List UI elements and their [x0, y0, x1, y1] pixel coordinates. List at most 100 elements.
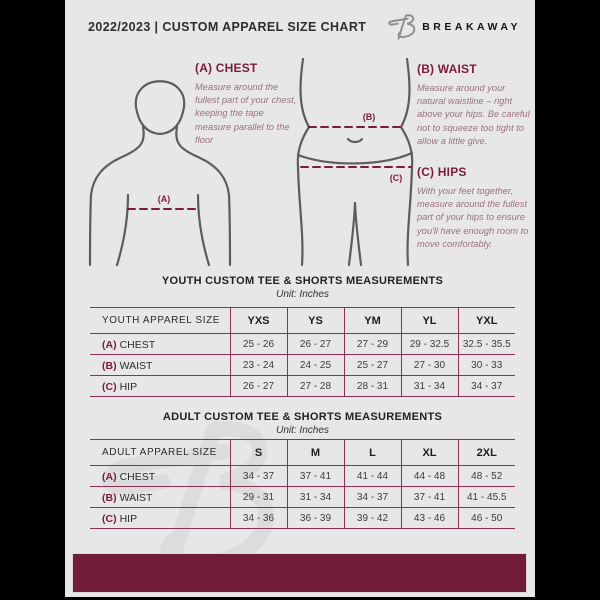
youth-table-unit: Unit: Inches: [276, 289, 329, 300]
youth-header-row: YOUTH APPAREL SIZE YXS YS YM YL YXL: [90, 307, 515, 334]
waist-description: Measure around your natural waistline – …: [417, 83, 530, 146]
chest-instructions: (A) CHEST Measure around the fullest par…: [195, 61, 298, 147]
right-chest-line: [196, 193, 211, 267]
head-outline: [134, 80, 186, 136]
brand-lockup: BREAKAWAY: [386, 13, 521, 41]
inner-left-leg-line: [347, 201, 357, 267]
hips-marker-label: (C): [390, 173, 403, 183]
row-label: (B) WAIST: [90, 486, 230, 508]
row-label: (C) HIP: [90, 507, 230, 529]
left-chest-line: [115, 193, 130, 267]
hips-description: With your feet together, measure around …: [417, 186, 529, 249]
footer-accent-bar: [72, 553, 527, 593]
cell: 34 - 37: [343, 486, 401, 508]
cell: 26 - 27: [286, 333, 344, 355]
hips-instructions: (C) HIPS With your feet together, measur…: [417, 165, 530, 251]
navel-mark: [346, 137, 364, 144]
cell: 24 - 25: [286, 354, 344, 376]
adult-header-row: ADULT APPAREL SIZE S M L XL 2XL: [90, 439, 515, 466]
cell: 30 - 33: [457, 354, 515, 376]
cell: 41 - 45.5: [457, 486, 515, 508]
chest-description: Measure around the fullest part of your …: [195, 82, 297, 145]
page-title: 2022/2023 | CUSTOM APPAREL SIZE CHART: [88, 20, 367, 34]
column-header-yxl: YXL: [457, 307, 515, 334]
cell: 25 - 27: [343, 354, 401, 376]
right-shoulder-arm-outline: [175, 125, 232, 267]
cell: 27 - 28: [286, 375, 344, 397]
cell: 23 - 24: [229, 354, 287, 376]
column-header-ym: YM: [343, 307, 401, 334]
waist-heading: (B) WAIST: [417, 62, 477, 76]
cell: 25 - 26: [229, 333, 287, 355]
cell: 27 - 30: [400, 354, 458, 376]
torso-diagram: (A): [88, 80, 232, 267]
breakaway-b-logo-icon: [388, 14, 416, 40]
hips-heading: (C) HIPS: [417, 165, 467, 179]
row-name: CHEST: [119, 339, 156, 351]
inner-right-leg-line: [353, 201, 363, 267]
cell: 48 - 52: [457, 465, 515, 487]
column-header-size: ADULT APPAREL SIZE: [90, 439, 230, 466]
lower-body-diagram: (B) (C): [296, 57, 414, 267]
left-hip-leg-outline: [296, 57, 311, 267]
cell: 37 - 41: [400, 486, 458, 508]
row-label: (B) WAIST: [90, 354, 230, 376]
adult-waist-row: (B) WAIST 29 - 31 31 - 34 34 - 37 37 - 41…: [90, 486, 515, 508]
cell: 43 - 46: [400, 507, 458, 529]
cell: 34 - 37: [229, 465, 287, 487]
row-key: (C): [102, 513, 117, 525]
waist-marker-label: (B): [363, 112, 376, 122]
row-label: (A) CHEST: [90, 333, 230, 355]
right-hip-leg-outline: [399, 57, 414, 267]
chest-marker-label: (A): [158, 194, 171, 204]
hip-crease-line: [296, 151, 414, 165]
row-name: HIP: [119, 513, 138, 525]
cell: 31 - 34: [286, 486, 344, 508]
row-name: WAIST: [119, 492, 153, 504]
row-name: WAIST: [119, 360, 153, 372]
row-label: (C) HIP: [90, 375, 230, 397]
row-key: (C): [102, 381, 117, 393]
adult-hip-row: (C) HIP 34 - 36 36 - 39 39 - 42 43 - 46 4…: [90, 507, 515, 529]
column-header-yxs: YXS: [229, 307, 287, 334]
cell: 26 - 27: [229, 375, 287, 397]
document-header: 2022/2023 | CUSTOM APPAREL SIZE CHART BR…: [65, 0, 535, 54]
row-name: HIP: [119, 381, 138, 393]
youth-waist-row: (B) WAIST 23 - 24 24 - 25 25 - 27 27 - 30…: [90, 354, 515, 376]
cell: 39 - 42: [343, 507, 401, 529]
youth-chest-row: (A) CHEST 25 - 26 26 - 27 27 - 29 29 - 32…: [90, 333, 515, 355]
row-name: CHEST: [119, 471, 156, 483]
row-key: (B): [102, 360, 117, 372]
adult-table-unit: Unit: Inches: [276, 425, 329, 436]
cell: 46 - 50: [457, 507, 515, 529]
column-header-s: S: [229, 439, 287, 466]
cell: 28 - 31: [343, 375, 401, 397]
row-key: (B): [102, 492, 117, 504]
brand-name: BREAKAWAY: [422, 21, 521, 33]
cell: 37 - 41: [286, 465, 344, 487]
column-header-m: M: [286, 439, 344, 466]
row-key: (A): [102, 339, 117, 351]
waist-instructions: (B) WAIST Measure around your natural wa…: [417, 62, 530, 148]
column-header-yl: YL: [400, 307, 458, 334]
youth-hip-row: (C) HIP 26 - 27 27 - 28 28 - 31 31 - 34 3…: [90, 375, 515, 397]
cell: 36 - 39: [286, 507, 344, 529]
row-key: (A): [102, 471, 117, 483]
cell: 34 - 37: [457, 375, 515, 397]
column-header-xl: XL: [400, 439, 458, 466]
cell: 29 - 32.5: [400, 333, 458, 355]
column-header-l: L: [343, 439, 401, 466]
youth-size-table: YOUTH APPAREL SIZE YXS YS YM YL YXL (A) C…: [90, 307, 515, 397]
cell: 32.5 - 35.5: [457, 333, 515, 355]
row-label: (A) CHEST: [90, 465, 230, 487]
adult-chest-row: (A) CHEST 34 - 37 37 - 41 41 - 44 44 - 48…: [90, 465, 515, 487]
cell: 29 - 31: [229, 486, 287, 508]
column-header-size: YOUTH APPAREL SIZE: [90, 307, 230, 334]
cell: 44 - 48: [400, 465, 458, 487]
cell: 27 - 29: [343, 333, 401, 355]
column-header-2xl: 2XL: [457, 439, 515, 466]
cell: 41 - 44: [343, 465, 401, 487]
adult-size-table: ADULT APPAREL SIZE S M L XL 2XL (A) CHEST…: [90, 439, 515, 529]
cell: 34 - 36: [229, 507, 287, 529]
youth-table-title: YOUTH CUSTOM TEE & SHORTS MEASUREMENTS: [161, 275, 444, 287]
